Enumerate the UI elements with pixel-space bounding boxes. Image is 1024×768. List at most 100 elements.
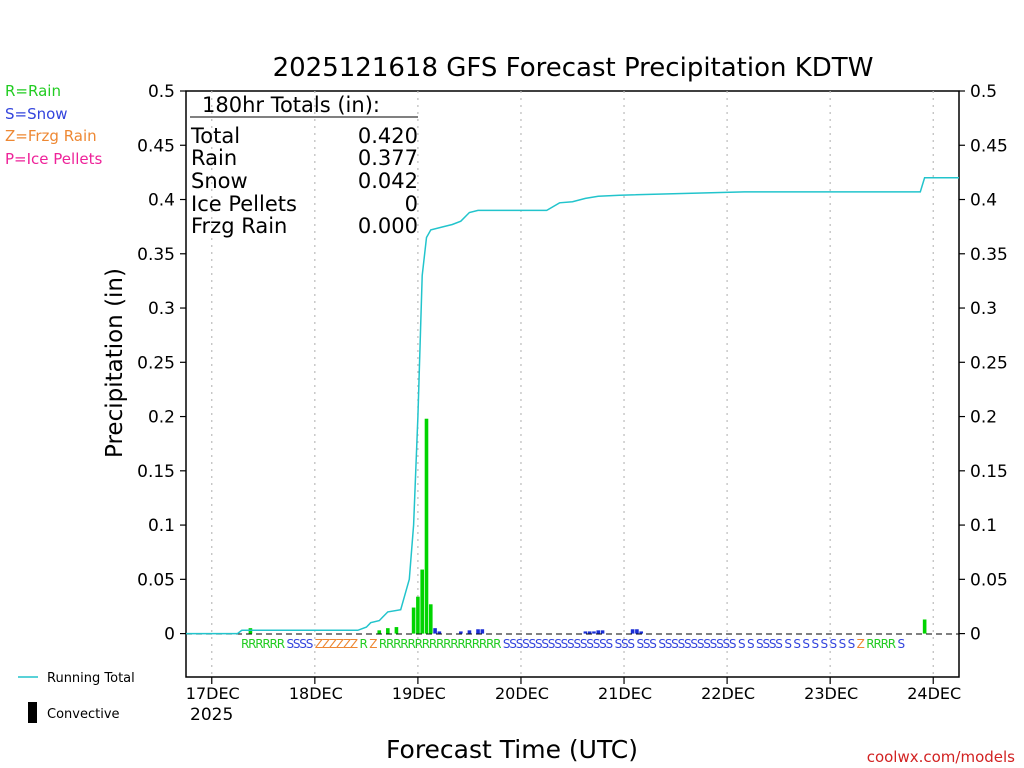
ptype-code: S S (809, 637, 828, 651)
totals-label-total: Total (190, 124, 240, 148)
y-tick-label-right: 0.15 (970, 462, 1008, 482)
ptype-code: Z (367, 637, 378, 651)
y-tick-label-right: 0.3 (970, 299, 997, 319)
precip-bar (476, 629, 480, 634)
y-tick-label-left: 0.25 (137, 353, 175, 373)
ptype-code: S (895, 637, 905, 651)
y-tick-label-left: 0.35 (137, 245, 175, 265)
y-tick-label-right: 0.35 (970, 245, 1008, 265)
precip-bar (596, 630, 601, 634)
y-tick-label-left: 0.1 (148, 516, 175, 536)
x-tick-label: 19DEC (392, 684, 446, 703)
ptype-code: SSSS (284, 637, 313, 651)
year-label: 2025 (190, 705, 233, 725)
totals-value-frzg-rain: 0.000 (358, 214, 418, 238)
totals-value-snow: 0.042 (358, 169, 418, 193)
y-tick-label-left: 0 (164, 625, 175, 645)
y-tick-label-right: 0.1 (970, 516, 997, 536)
precip-bar (437, 631, 442, 634)
totals-label-frzg-rain: Frzg Rain (191, 214, 287, 238)
y-tick-label-right: 0 (970, 625, 981, 645)
y-tick-label-left: 0.15 (137, 462, 175, 482)
totals-label-ice-pellets: Ice Pellets (191, 192, 297, 216)
y-tick-label-left: 0.3 (148, 299, 175, 319)
precip-bar (467, 630, 472, 634)
x-tick-label: 21DEC (598, 684, 652, 703)
y-tick-label-left: 0.05 (137, 570, 175, 590)
y-tick-label-right: 0.25 (970, 353, 1008, 373)
precip-bar (587, 631, 592, 634)
precip-bar (386, 628, 390, 634)
y-tick-label-right: 0.4 (970, 191, 997, 211)
y-tick-label-right: 0.05 (970, 570, 1008, 590)
precip-bar (428, 604, 433, 634)
ptype-code: R (357, 637, 368, 651)
precip-bar (480, 629, 485, 634)
ptype-code: Z (854, 637, 865, 651)
ptype-code: S (836, 637, 846, 651)
ptype-code: RRRRRR (241, 637, 285, 651)
y-axis-label: Precipitation (in) (102, 268, 128, 458)
ptype-code: SSSSSSSSSSSSSSSSS (500, 637, 612, 651)
y-tick-label-right: 0.45 (970, 136, 1008, 156)
ptype-code: S S S (782, 637, 810, 651)
precip-bar (922, 619, 927, 634)
precip-bar (424, 418, 429, 634)
totals-value-rain: 0.377 (358, 146, 418, 170)
plot-frame (185, 90, 960, 678)
precip-bar (394, 627, 399, 634)
convective-legend-swatch (28, 702, 37, 723)
ptype-legend: R=Rain S=Snow Z=Frzg Rain P=Ice Pellets (5, 82, 102, 168)
precip-bar (377, 630, 382, 634)
totals-heading: 180hr Totals (in): (202, 93, 380, 117)
precip-bar (630, 629, 635, 634)
y-tick-label-right: 0.5 (970, 82, 997, 102)
precip-bar (420, 569, 424, 634)
legend-frzg-rain: Z=Frzg Rain (5, 127, 97, 145)
convective-legend-label: Convective (47, 707, 120, 722)
x-axis: 17DEC 18DEC 19DEC 20DEC 21DEC 22DEC 23DEC 24DEC (186, 677, 961, 703)
legend-ice-pellets: P=Ice Pellets (5, 150, 102, 168)
ptype-code: S S (735, 637, 754, 651)
totals-label-rain: Rain (191, 146, 237, 170)
precip-bar (433, 628, 437, 634)
y-tick-label-left: 0.5 (148, 82, 175, 102)
ptype-code: RRRRRRRRRRRRRRRRR (376, 637, 501, 651)
totals-value-total: 0.420 (358, 124, 418, 148)
running-total-line (186, 177, 959, 635)
totals-value-ice-pellets: 0 (405, 192, 418, 216)
ptype-code: RRRR (864, 637, 896, 651)
precip-bar (459, 631, 463, 634)
running-total-legend-label: Running Total (47, 671, 135, 686)
legend-rain: R=Rain (5, 82, 61, 100)
y-tick-label-left: 0.4 (148, 191, 175, 211)
x-tick-label: 24DEC (907, 684, 961, 703)
y-axis-left: 0 0.05 0.1 0.15 0.2 0.25 0.3 0.35 0.4 0.45 0.5 (137, 82, 186, 645)
x-axis-label: Forecast Time (UTC) (386, 735, 638, 764)
ptype-code: ZZZZZZ (312, 637, 358, 651)
vertical-gridlines (211, 91, 934, 677)
ptype-code: SSSSSSSSSSSS (656, 637, 736, 651)
totals-box: 180hr Totals (in): Total 0.420 Rain 0.37… (190, 93, 418, 238)
x-tick-label: 17DEC (186, 684, 240, 703)
y-tick-label-left: 0.45 (137, 136, 175, 156)
legend-snow: S=Snow (5, 105, 68, 123)
precip-bar (583, 631, 588, 634)
ptype-code: SSSS (753, 637, 782, 651)
y-tick-label-right: 0.2 (970, 408, 997, 428)
precip-bar (635, 629, 639, 634)
precip-bars (248, 418, 927, 634)
ptype-code: SSS (634, 637, 656, 651)
x-tick-label: 23DEC (804, 684, 858, 703)
chart-title: 2025121618 GFS Forecast Precipitation KD… (273, 53, 874, 83)
precip-bar (416, 596, 420, 634)
precip-bar (639, 631, 644, 634)
y-axis-right: 0 0.05 0.1 0.15 0.2 0.25 0.3 0.35 0.4 0.45 0.5 (959, 82, 1008, 645)
x-tick-label: 18DEC (289, 684, 343, 703)
precip-bar (411, 607, 416, 634)
x-tick-label: 22DEC (701, 684, 755, 703)
x-tick-label: 20DEC (495, 684, 549, 703)
ptype-code: SSS (612, 637, 634, 651)
ptype-code: S (845, 637, 855, 651)
